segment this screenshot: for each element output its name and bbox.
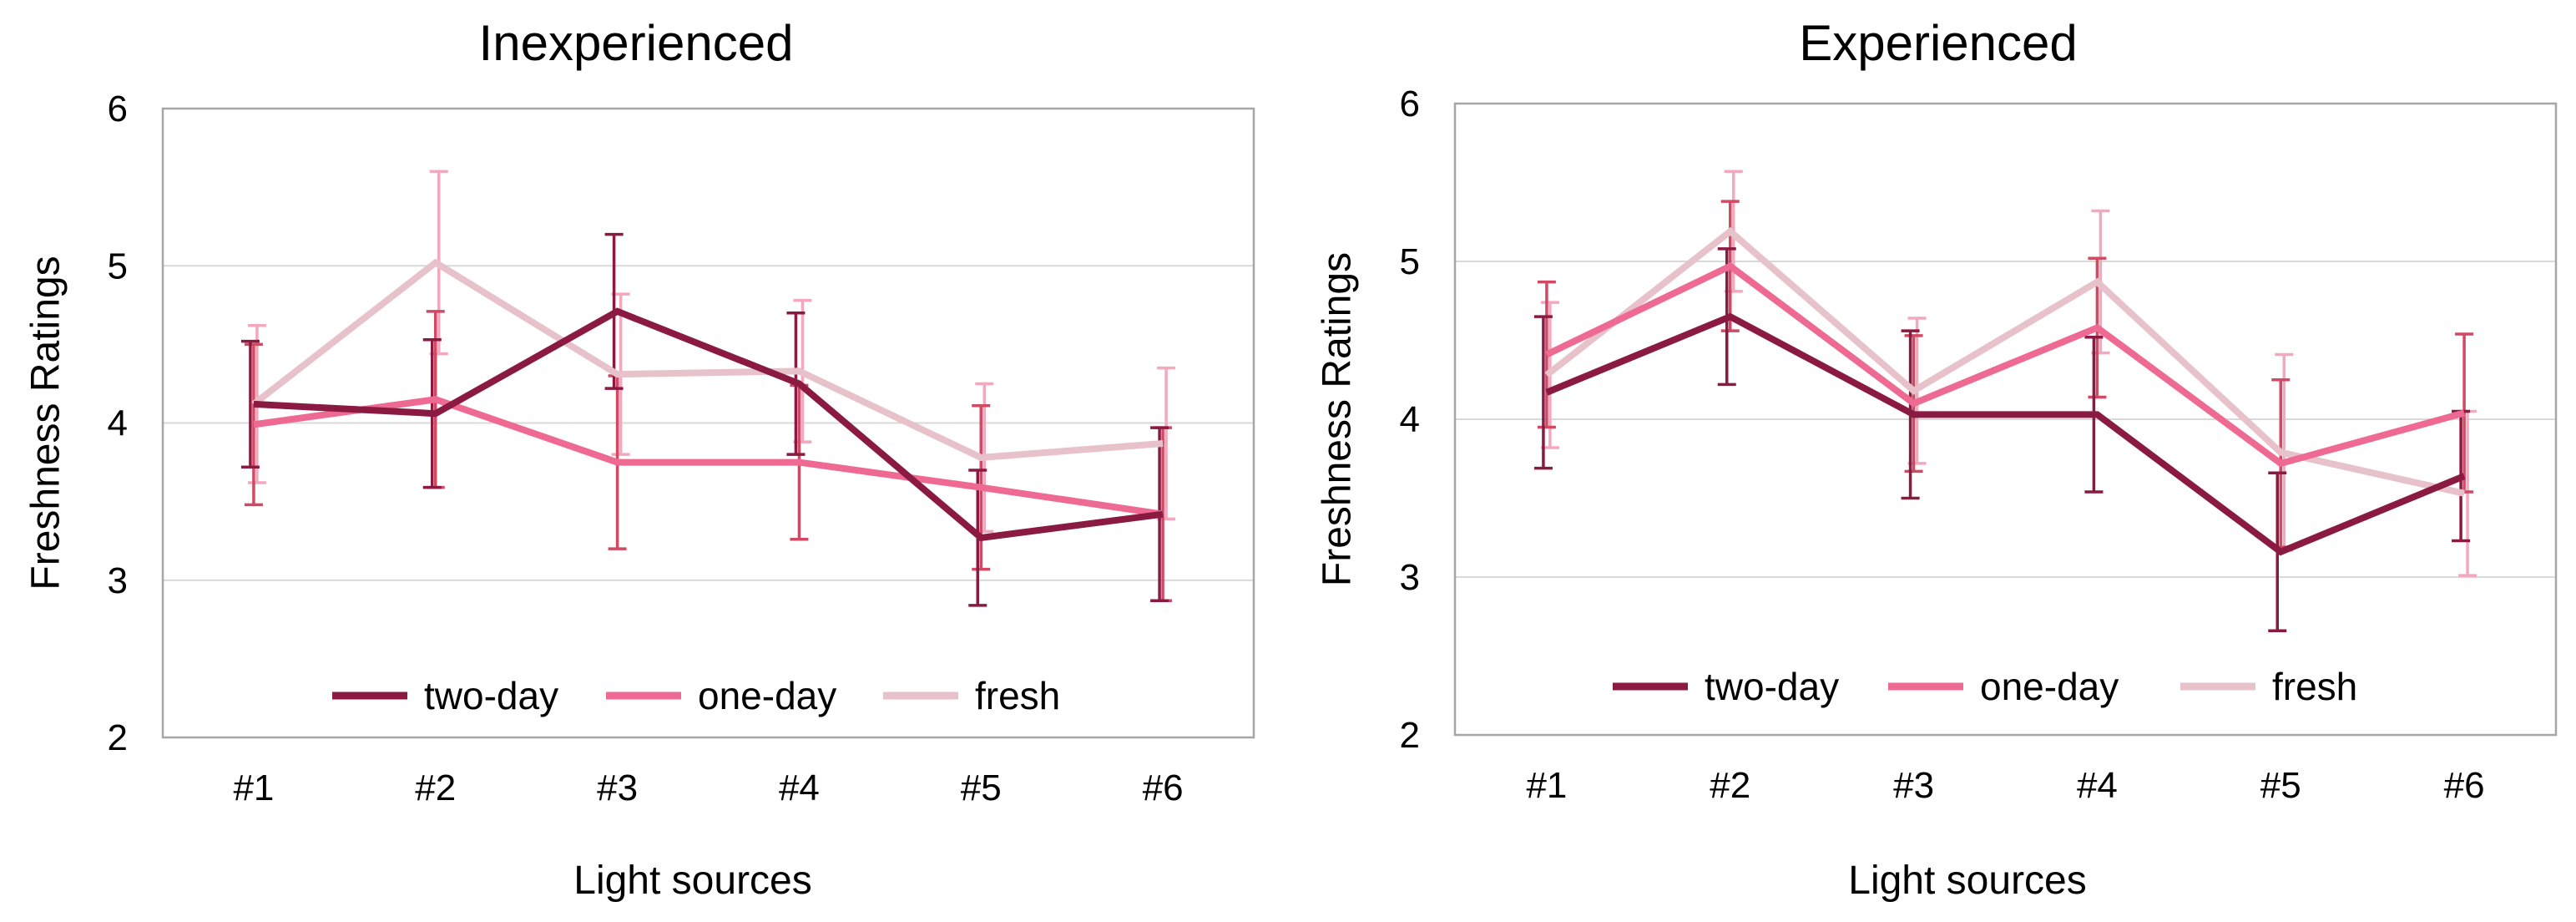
legend-label-fresh: fresh bbox=[2272, 665, 2357, 708]
x-tick-label: #4 bbox=[779, 767, 820, 808]
y-tick-label: 4 bbox=[108, 403, 128, 444]
legend-label-two_day: two-day bbox=[1705, 665, 1839, 708]
x-tick-label: #5 bbox=[2260, 765, 2301, 806]
x-tick-label: #1 bbox=[233, 767, 274, 808]
plot-frame bbox=[1453, 102, 2558, 737]
x-tick-label: #6 bbox=[1143, 767, 1184, 808]
y-tick-label: 6 bbox=[108, 89, 128, 129]
legend-label-one_day: one-day bbox=[698, 674, 836, 717]
x-tick-label: #3 bbox=[597, 767, 638, 808]
x-tick-label: #2 bbox=[1710, 765, 1750, 806]
chart-title: Experienced bbox=[1799, 15, 2078, 71]
x-tick-label: #5 bbox=[961, 767, 1002, 808]
y-tick-label: 6 bbox=[1400, 84, 1420, 124]
y-axis-label: Freshness Ratings bbox=[24, 256, 68, 590]
x-tick-label: #1 bbox=[1526, 765, 1567, 806]
x-tick-label: #2 bbox=[415, 767, 456, 808]
legend-label-one_day: one-day bbox=[1980, 665, 2119, 708]
plot-frame bbox=[161, 107, 1255, 739]
series-line-one_day bbox=[253, 396, 1164, 518]
y-tick-label: 3 bbox=[108, 560, 128, 601]
x-tick-label: #6 bbox=[2444, 765, 2485, 806]
chart-title: Inexperienced bbox=[479, 15, 794, 71]
y-tick-label: 4 bbox=[1400, 399, 1420, 440]
x-axis-label: Light sources bbox=[1848, 859, 2087, 903]
series-line-fresh bbox=[1544, 226, 2465, 497]
y-tick-label: 2 bbox=[108, 717, 128, 758]
series-line-fresh bbox=[251, 258, 1164, 461]
y-tick-label: 2 bbox=[1400, 715, 1420, 756]
chart-inexperienced: 2 3 4 5 6 #1 #2 #3 #4 #5 #6 Inexperienced Light sour… bbox=[24, 15, 1255, 903]
x-axis-label: Light sources bbox=[573, 859, 812, 903]
series-line-two_day bbox=[1545, 312, 2466, 556]
y-axis-label: Freshness Ratings bbox=[1316, 252, 1360, 586]
y-tick-label: 5 bbox=[1400, 241, 1420, 282]
series-line-one_day bbox=[1545, 262, 2466, 468]
y-tick-label: 5 bbox=[108, 246, 128, 286]
y-tick-label: 3 bbox=[1400, 557, 1420, 598]
legend-label-two_day: two-day bbox=[424, 674, 558, 717]
legend-label-fresh: fresh bbox=[975, 674, 1060, 717]
x-tick-label: #3 bbox=[1893, 765, 1934, 806]
x-tick-label: #4 bbox=[2077, 765, 2118, 806]
chart-experienced: 2 3 4 5 6 #1 #2 #3 #4 #5 #6 Experienced Light source… bbox=[1316, 15, 2558, 903]
series-line-two_day bbox=[253, 307, 1164, 542]
